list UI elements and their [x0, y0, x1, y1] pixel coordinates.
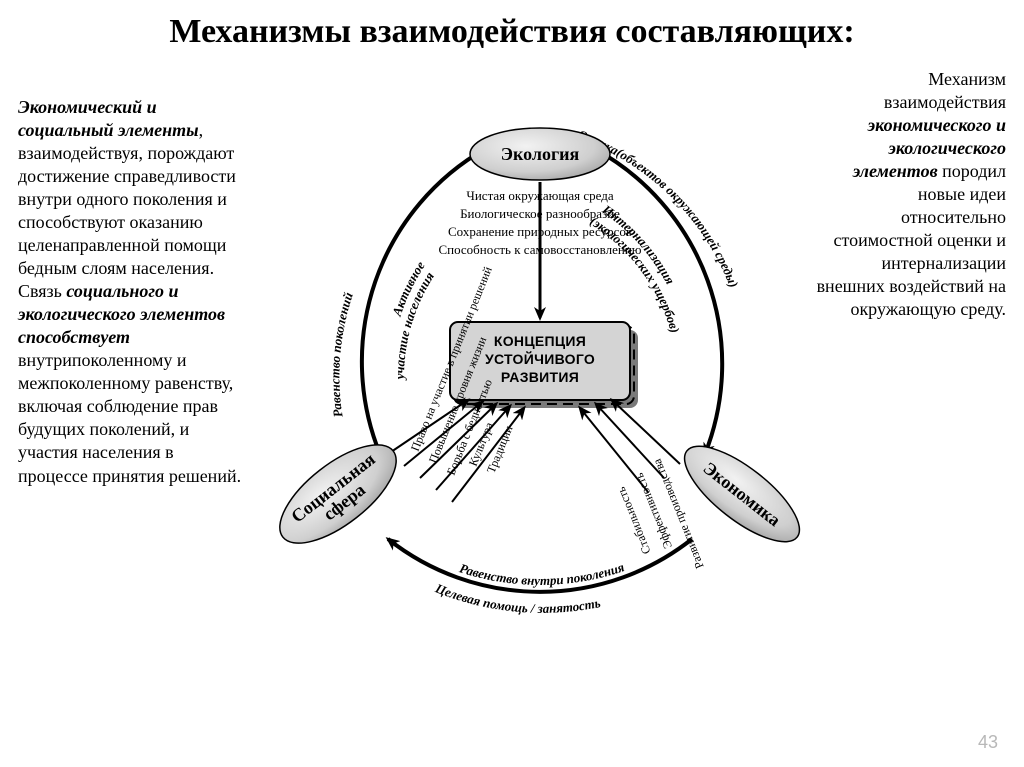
node-ecology: Экология [470, 128, 610, 180]
left-txt-2a: Связь [18, 281, 66, 301]
node-ecology-label: Экология [501, 144, 580, 164]
left-txt-2c: внутрипоколенному и межпоколенному равен… [18, 350, 241, 485]
center-l3: РАЗВИТИЯ [501, 369, 579, 385]
eco-line-0: Чистая окружающая среда [466, 188, 613, 203]
right-txt-a: Механизм взаимодействия [884, 69, 1006, 112]
page-title: Механизмы взаимодействия составляющих: [0, 12, 1024, 51]
left-txt-1: , взаимодействуя, порождают достижение с… [18, 120, 236, 278]
center-l1: КОНЦЕПЦИЯ [494, 333, 586, 349]
page-number: 43 [978, 732, 998, 753]
left-paragraph: Экономический и социальный элементы, вза… [18, 96, 248, 488]
eco-line-1: Биологическое разнообразие [460, 206, 620, 221]
concept-diagram: Равенство поколений Активное участие нас… [260, 94, 820, 684]
left-em-1: Экономический и социальный элементы [18, 97, 199, 140]
eco-line-2: Сохранение природных ресурсов [448, 224, 632, 239]
center-l2: УСТОЙЧИВОГО [485, 350, 595, 367]
right-txt-c: породил новые идеи относительно стоимост… [817, 161, 1006, 319]
right-paragraph: Механизм взаимодействия экономического и… [816, 68, 1006, 321]
arc-tl-outer: Равенство поколений [327, 290, 355, 418]
eco-line-3: Способность к самовосстановлению [438, 242, 641, 257]
